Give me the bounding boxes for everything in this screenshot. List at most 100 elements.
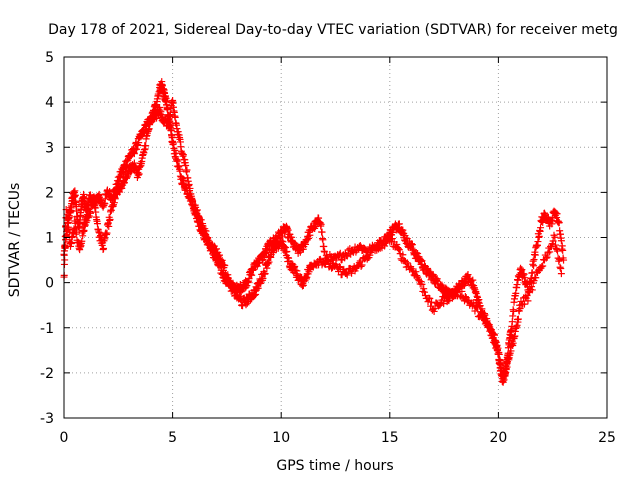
- data-point: [559, 246, 567, 254]
- data-point: [186, 184, 194, 192]
- data-point: [421, 288, 429, 296]
- data-point: [518, 266, 526, 274]
- data-point: [305, 234, 313, 242]
- data-point: [142, 142, 150, 150]
- data-point: [557, 265, 565, 273]
- data-point: [366, 251, 374, 259]
- data-point: [543, 253, 551, 261]
- data-point: [461, 293, 469, 301]
- data-point: [560, 256, 568, 264]
- x-tick-label: 5: [168, 430, 177, 446]
- data-point: [537, 224, 545, 232]
- y-tick-label: 0: [45, 276, 54, 292]
- data-point: [166, 111, 174, 119]
- data-point: [555, 255, 563, 263]
- data-point: [553, 245, 561, 253]
- data-point: [358, 261, 366, 269]
- data-point: [538, 263, 546, 271]
- data-point: [73, 228, 81, 236]
- data-point: [420, 285, 428, 293]
- data-point: [63, 210, 71, 218]
- data-point: [252, 290, 260, 298]
- data-point: [490, 331, 498, 339]
- data-point: [103, 229, 111, 237]
- data-point: [532, 274, 540, 282]
- data-point: [216, 251, 224, 259]
- data-point: [395, 246, 403, 254]
- data-point: [86, 209, 94, 217]
- plot-frame: [63, 56, 608, 419]
- data-point: [100, 245, 108, 253]
- data-point: [524, 297, 532, 305]
- data-point: [418, 257, 426, 265]
- data-point: [479, 312, 487, 320]
- data-points: [60, 78, 568, 386]
- x-tick-label: 20: [489, 430, 507, 446]
- data-point: [474, 303, 482, 311]
- data-point: [72, 201, 80, 209]
- y-tick-label: 2: [45, 185, 54, 201]
- data-point: [496, 357, 504, 365]
- data-point: [507, 347, 515, 355]
- data-point: [553, 247, 561, 255]
- data-point: [135, 139, 143, 147]
- data-point: [185, 181, 193, 189]
- data-point: [318, 228, 326, 236]
- data-point: [500, 376, 508, 384]
- data-point: [412, 268, 420, 276]
- data-point: [455, 284, 463, 292]
- grid-lines: [63, 56, 608, 419]
- data-point: [379, 239, 387, 247]
- data-point: [498, 371, 506, 379]
- data-point: [224, 274, 232, 282]
- data-point: [464, 271, 472, 279]
- data-point: [512, 289, 520, 297]
- data-point: [539, 262, 547, 270]
- data-point: [555, 218, 563, 226]
- data-point: [534, 238, 542, 246]
- data-point: [430, 307, 438, 315]
- data-point: [528, 286, 536, 294]
- chart-title: Day 178 of 2021, Sidereal Day-to-day VTE…: [48, 22, 618, 38]
- x-tick-label: 15: [381, 430, 399, 446]
- data-point: [516, 305, 524, 313]
- data-point: [283, 247, 291, 255]
- data-point: [105, 222, 113, 230]
- data-point: [542, 254, 550, 262]
- data-point: [284, 226, 292, 234]
- y-tick-label: 3: [45, 140, 54, 156]
- y-tick-label: 5: [45, 50, 54, 66]
- data-point: [480, 313, 488, 321]
- data-point: [106, 216, 114, 224]
- data-point: [130, 159, 138, 167]
- data-point: [399, 251, 407, 259]
- data-point: [514, 315, 522, 323]
- data-point: [546, 248, 554, 256]
- data-point: [72, 224, 80, 232]
- data-point: [557, 237, 565, 245]
- data-point: [426, 295, 434, 303]
- data-point: [394, 245, 402, 253]
- data-point: [357, 262, 365, 270]
- data-point: [471, 307, 479, 315]
- data-point: [531, 251, 539, 259]
- data-point: [67, 240, 75, 248]
- data-point: [227, 280, 235, 288]
- data-point: [509, 312, 517, 320]
- x-tick-label: 25: [598, 430, 616, 446]
- data-point: [393, 240, 401, 248]
- data-point: [188, 194, 196, 202]
- data-point: [535, 232, 543, 240]
- data-point: [557, 270, 565, 278]
- data-point: [413, 272, 421, 280]
- data-point: [135, 170, 143, 178]
- data-point: [201, 229, 209, 237]
- data-point: [84, 214, 92, 222]
- data-point: [183, 166, 191, 174]
- data-point: [61, 244, 69, 252]
- x-tick-label: 10: [272, 430, 290, 446]
- y-axis-label: SDTVAR / TECUs: [7, 183, 23, 298]
- data-point: [193, 211, 201, 219]
- data-point: [520, 300, 528, 308]
- y-tick-label: -1: [40, 321, 54, 337]
